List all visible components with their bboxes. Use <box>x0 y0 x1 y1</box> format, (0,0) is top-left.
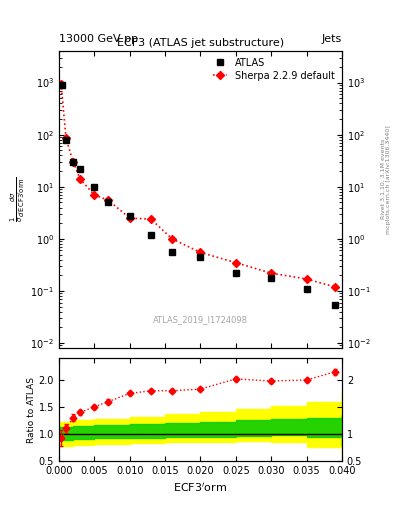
Sherpa 2.2.9 default <box>233 260 238 266</box>
Sherpa 2.2.9 default <box>59 81 63 87</box>
Sherpa 2.2.9 default <box>304 276 309 282</box>
ATLAS <box>198 254 203 260</box>
Sherpa 2.2.9 default <box>71 159 75 165</box>
ATLAS <box>269 274 274 281</box>
Y-axis label: Ratio to ATLAS: Ratio to ATLAS <box>27 377 36 442</box>
Sherpa 2.2.9 default <box>64 135 68 141</box>
Sherpa 2.2.9 default <box>106 197 111 203</box>
ATLAS <box>92 184 97 190</box>
ATLAS <box>64 137 68 143</box>
ATLAS <box>71 159 75 165</box>
Line: ATLAS: ATLAS <box>59 81 338 308</box>
Sherpa 2.2.9 default <box>78 176 83 182</box>
Text: Rivet 3.1.10, 3.1M events: Rivet 3.1.10, 3.1M events <box>381 139 386 219</box>
ATLAS <box>332 302 337 308</box>
Text: Jets: Jets <box>321 33 342 44</box>
Sherpa 2.2.9 default <box>170 236 174 242</box>
Title: ECF3 (ATLAS jet substructure): ECF3 (ATLAS jet substructure) <box>117 38 284 48</box>
ATLAS <box>60 82 65 88</box>
Sherpa 2.2.9 default <box>92 192 97 198</box>
ATLAS <box>170 249 174 255</box>
ATLAS <box>233 270 238 276</box>
Text: ATLAS_2019_I1724098: ATLAS_2019_I1724098 <box>153 315 248 325</box>
ATLAS <box>127 212 132 219</box>
Legend: ATLAS, Sherpa 2.2.9 default: ATLAS, Sherpa 2.2.9 default <box>211 56 337 83</box>
Text: 13000 GeV pp: 13000 GeV pp <box>59 33 138 44</box>
Text: mcplots.cern.ch [arXiv:1306.3440]: mcplots.cern.ch [arXiv:1306.3440] <box>386 125 391 233</box>
ATLAS <box>106 199 111 205</box>
Sherpa 2.2.9 default <box>269 270 274 276</box>
ATLAS <box>78 166 83 172</box>
X-axis label: ECF3$^{\prime}$orm: ECF3$^{\prime}$orm <box>173 481 228 494</box>
ATLAS <box>149 232 153 238</box>
Y-axis label: $\frac{1}{\sigma}\frac{d\sigma}{d\,\mathrm{ECF3^{\prime}orm}}$: $\frac{1}{\sigma}\frac{d\sigma}{d\,\math… <box>9 177 28 222</box>
Sherpa 2.2.9 default <box>127 215 132 221</box>
Sherpa 2.2.9 default <box>149 216 153 222</box>
ATLAS <box>304 286 309 292</box>
Line: Sherpa 2.2.9 default: Sherpa 2.2.9 default <box>58 81 338 290</box>
Sherpa 2.2.9 default <box>198 249 203 255</box>
Sherpa 2.2.9 default <box>332 284 337 290</box>
